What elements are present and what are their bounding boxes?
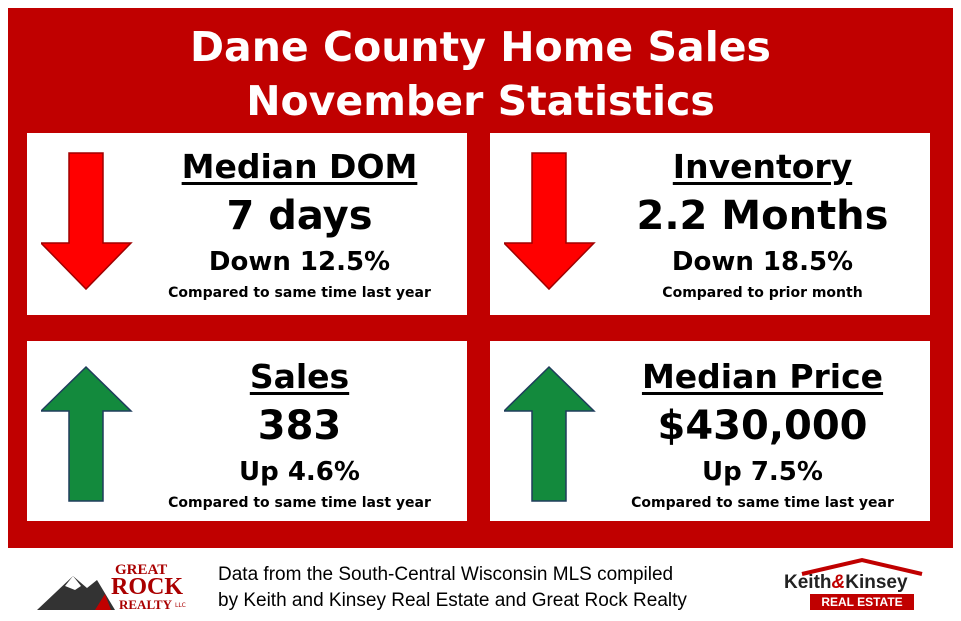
card-value: 7 days: [226, 193, 373, 239]
logo-text: Keith: [784, 572, 832, 593]
trend-arrow: [41, 152, 133, 291]
card-title: Sales: [249, 357, 350, 396]
title: November Statistics: [246, 77, 715, 125]
logo-roof: [801, 557, 923, 576]
logo-great-rock: GREAT ROCK REALTY LLC: [35, 560, 195, 616]
trend-arrow: [41, 365, 133, 502]
source-text: by Keith and Kinsey Real Estate and Grea…: [218, 590, 687, 611]
card-change: Up 7.5%: [702, 457, 823, 487]
logo-text: &: [831, 572, 846, 593]
source-text: Data from the South-Central Wisconsin ML…: [218, 564, 674, 585]
logo-text: ROCK: [111, 574, 183, 600]
logo-text: Kinsey: [845, 572, 908, 593]
stat-card: Inventory 2.2 Months Down 18.5% Compared to…: [490, 133, 930, 315]
trend-arrow: [504, 152, 596, 291]
card-change: Down 18.5%: [671, 247, 854, 277]
card-value: $430,000: [657, 403, 868, 449]
logo-text: LLC: [175, 602, 186, 609]
card-change: Down 12.5%: [208, 247, 391, 277]
stat-card: Sales 383 Up 4.6% Compared to same time las…: [27, 341, 467, 521]
card-change: Up 4.6%: [239, 457, 360, 487]
stat-card: Median Price $430,000 Up 7.5% Compared to s…: [490, 341, 930, 521]
card-title: Median Price: [641, 357, 884, 396]
card-note: Compared to same time last year: [631, 495, 894, 511]
logo-text: REALTY: [119, 597, 172, 612]
card-note: Compared to same time last year: [168, 285, 431, 301]
card-value: 383: [257, 403, 342, 449]
card-note: Compared to prior month: [662, 285, 863, 301]
card-note: Compared to same time last year: [168, 495, 431, 511]
logo-text: REAL ESTATE: [810, 594, 914, 610]
card-title: Inventory: [672, 147, 853, 186]
trend-arrow: [504, 365, 596, 502]
title: Dane County Home Sales: [190, 23, 771, 71]
logo-mark: [37, 576, 115, 610]
card-title: Median DOM: [181, 147, 418, 186]
logo-text: GREAT: [115, 562, 168, 578]
logo-keith-kinsey: Keith&Kinsey REAL ESTATE: [782, 556, 937, 616]
card-value: 2.2 Months: [636, 193, 889, 239]
stat-card: Median DOM 7 days Down 12.5% Compared to sa…: [27, 133, 467, 315]
